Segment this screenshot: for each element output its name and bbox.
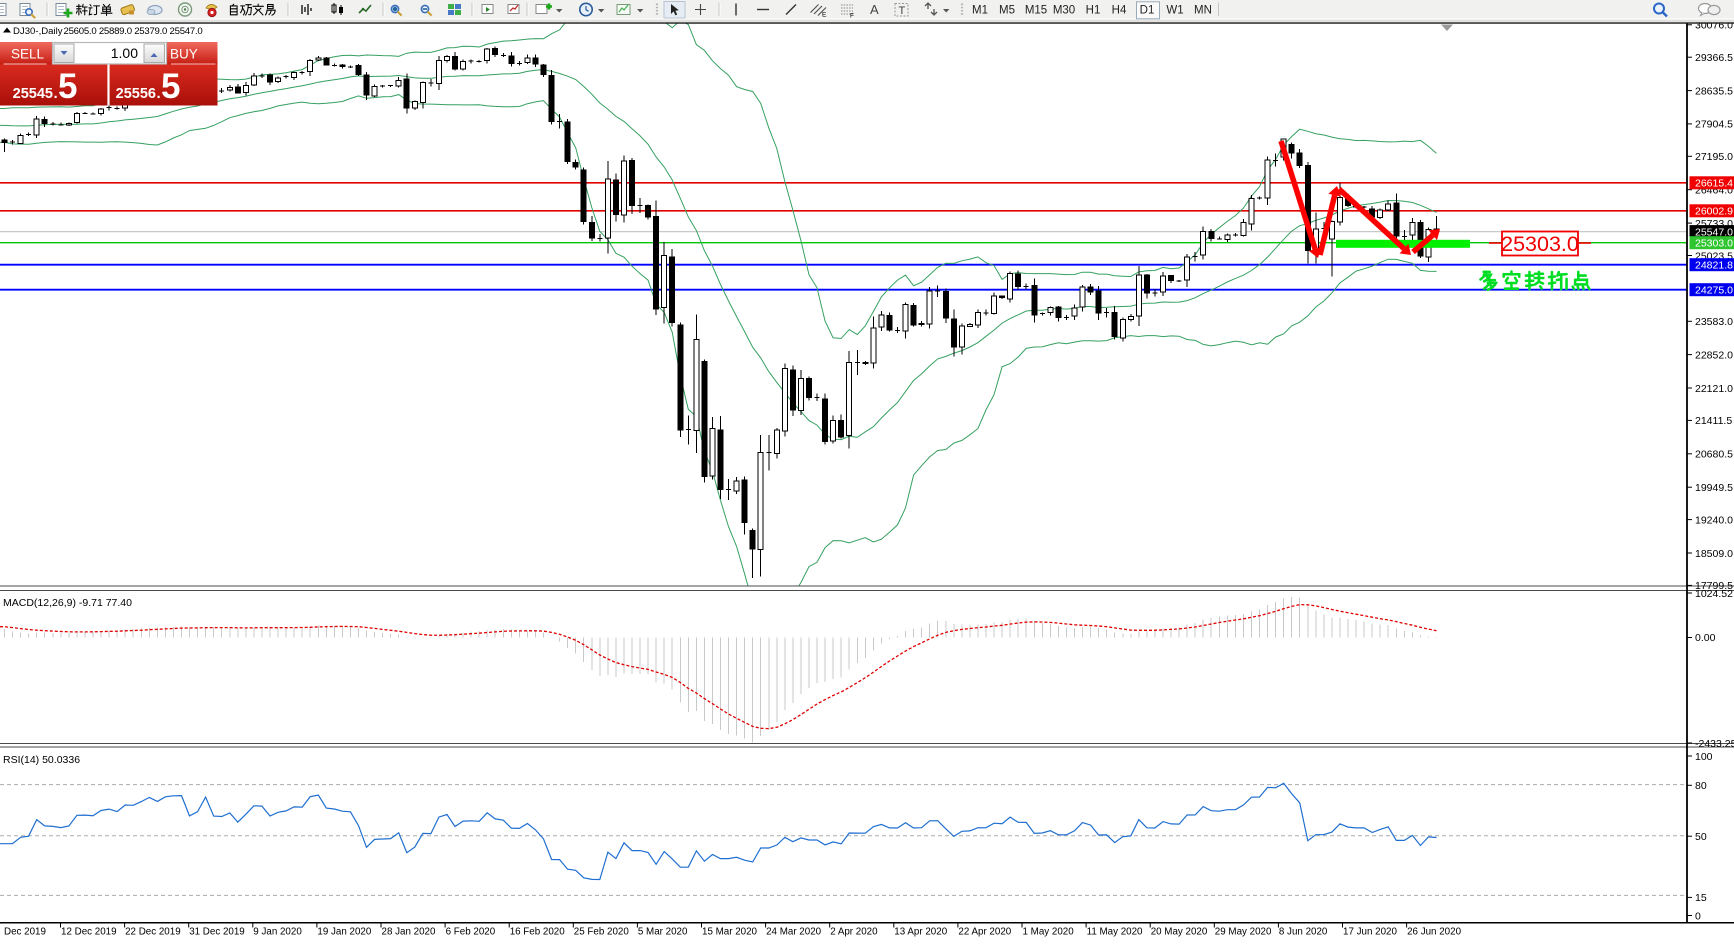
svg-text:A: A (870, 2, 879, 17)
svg-text:M15: M15 (1025, 5, 1047, 17)
svg-text:BUY: BUY (170, 46, 198, 61)
svg-text:T: T (899, 5, 906, 17)
svg-text:25303.0: 25303.0 (1695, 238, 1733, 250)
svg-text:22121.0: 22121.0 (1695, 383, 1733, 395)
svg-text:M30: M30 (1053, 5, 1075, 17)
svg-text:25605.0 25889.0 25379.0 25547.: 25605.0 25889.0 25379.0 25547.0 (64, 26, 203, 37)
svg-text:24275.0: 24275.0 (1695, 285, 1733, 297)
svg-text:MN: MN (1194, 5, 1212, 17)
svg-text:20 May 2020: 20 May 2020 (1151, 927, 1208, 938)
svg-text:5: 5 (161, 67, 180, 106)
svg-text:24 Mar 2020: 24 Mar 2020 (766, 927, 822, 938)
svg-text:SELL: SELL (11, 46, 45, 61)
svg-text:29 May 2020: 29 May 2020 (1215, 927, 1272, 938)
svg-text:15 Mar 2020: 15 Mar 2020 (702, 927, 758, 938)
svg-text:16 Feb 2020: 16 Feb 2020 (510, 927, 566, 938)
svg-text:80: 80 (1695, 780, 1707, 792)
svg-text:23583.0: 23583.0 (1695, 316, 1733, 328)
svg-text:5: 5 (58, 67, 77, 106)
svg-text:27195.0: 27195.0 (1695, 151, 1733, 163)
svg-text:H1: H1 (1086, 5, 1101, 17)
svg-text:1024.52: 1024.52 (1695, 588, 1733, 600)
svg-text:31 Dec 2019: 31 Dec 2019 (189, 927, 245, 938)
svg-text:18509.0: 18509.0 (1695, 548, 1733, 560)
svg-text:E: E (822, 12, 827, 19)
svg-text:25545: 25545 (13, 86, 53, 102)
svg-text:26615.4: 26615.4 (1695, 178, 1733, 190)
svg-text:17 Jun 2020: 17 Jun 2020 (1343, 927, 1397, 938)
svg-text:5 Mar 2020: 5 Mar 2020 (638, 927, 688, 938)
svg-text:D1: D1 (1140, 5, 1155, 17)
svg-text:26002.9: 26002.9 (1695, 206, 1733, 218)
svg-text:24821.8: 24821.8 (1695, 260, 1733, 272)
svg-text:6 Feb 2020: 6 Feb 2020 (446, 927, 496, 938)
svg-text:0.00: 0.00 (1695, 632, 1716, 644)
svg-text:22 Apr 2020: 22 Apr 2020 (958, 927, 1011, 938)
svg-text:20680.5: 20680.5 (1695, 449, 1733, 461)
svg-text:0: 0 (1695, 910, 1701, 922)
svg-text:28635.5: 28635.5 (1695, 85, 1733, 97)
svg-text:2 Apr 2020: 2 Apr 2020 (830, 927, 878, 938)
svg-text:50: 50 (1695, 831, 1707, 843)
svg-text:29366.5: 29366.5 (1695, 52, 1733, 64)
svg-text:8 Jun 2020: 8 Jun 2020 (1279, 927, 1328, 938)
svg-text:12 Dec 2019: 12 Dec 2019 (61, 927, 117, 938)
svg-text:25556: 25556 (116, 86, 156, 102)
svg-text:21411.5: 21411.5 (1695, 415, 1732, 427)
svg-text:MACD(12,26,9) -9.71 77.40: MACD(12,26,9) -9.71 77.40 (3, 597, 132, 609)
svg-text:19949.5: 19949.5 (1695, 482, 1733, 494)
svg-text:1.00: 1.00 (111, 45, 138, 61)
svg-text:19 Jan 2020: 19 Jan 2020 (317, 927, 371, 938)
svg-text:100: 100 (1695, 751, 1713, 763)
svg-text:M5: M5 (999, 5, 1015, 17)
svg-text:22 Dec 2019: 22 Dec 2019 (125, 927, 181, 938)
svg-text:26 Jun 2020: 26 Jun 2020 (1407, 927, 1461, 938)
svg-text:25303.0: 25303.0 (1501, 232, 1579, 256)
svg-text:28 Jan 2020: 28 Jan 2020 (382, 927, 436, 938)
svg-text:1 May 2020: 1 May 2020 (1023, 927, 1075, 938)
svg-text:W1: W1 (1166, 5, 1183, 17)
svg-text:Dec 2019: Dec 2019 (4, 927, 46, 938)
svg-text:11 May 2020: 11 May 2020 (1087, 927, 1143, 938)
svg-text:RSI(14) 50.0336: RSI(14) 50.0336 (3, 754, 80, 766)
svg-text:9 Jan 2020: 9 Jan 2020 (253, 927, 302, 938)
svg-text:M1: M1 (972, 5, 988, 17)
svg-text:DJ30-,Daily: DJ30-,Daily (13, 26, 63, 37)
svg-text:25 Feb 2020: 25 Feb 2020 (574, 927, 630, 938)
svg-text:27904.5: 27904.5 (1695, 119, 1733, 131)
svg-text:-2433.25: -2433.25 (1695, 738, 1734, 750)
svg-text:F: F (850, 13, 854, 20)
svg-text:22852.0: 22852.0 (1695, 349, 1733, 361)
svg-text:15: 15 (1695, 892, 1707, 904)
svg-text:13 Apr 2020: 13 Apr 2020 (894, 927, 947, 938)
svg-text:19240.0: 19240.0 (1695, 514, 1733, 526)
svg-text:H4: H4 (1112, 5, 1127, 17)
